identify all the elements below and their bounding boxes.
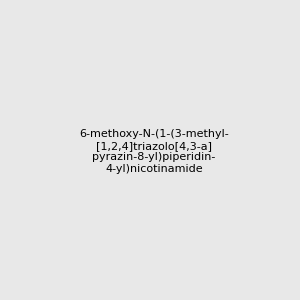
Text: 6-methoxy-N-(1-(3-methyl-
[1,2,4]triazolo[4,3-a]
pyrazin-8-yl)piperidin-
4-yl)ni: 6-methoxy-N-(1-(3-methyl- [1,2,4]triazol… — [79, 129, 229, 174]
